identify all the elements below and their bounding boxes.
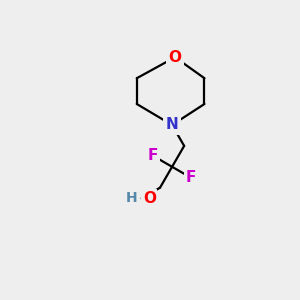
Text: F: F: [148, 148, 158, 163]
Text: N: N: [166, 118, 178, 133]
Text: F: F: [186, 170, 196, 185]
Text: O: O: [169, 50, 182, 65]
Text: H: H: [125, 191, 137, 205]
Text: O: O: [143, 191, 156, 206]
